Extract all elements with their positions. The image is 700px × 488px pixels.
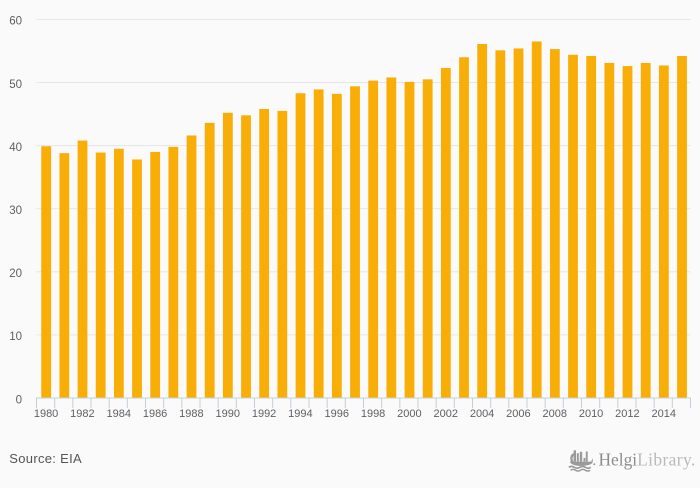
svg-text:2004: 2004: [470, 408, 494, 420]
svg-text:1980: 1980: [34, 408, 58, 420]
svg-text:2014: 2014: [652, 408, 676, 420]
svg-text:1992: 1992: [252, 408, 276, 420]
svg-text:1984: 1984: [107, 408, 131, 420]
svg-text:1988: 1988: [179, 408, 203, 420]
svg-text:50: 50: [9, 79, 22, 91]
svg-text:1996: 1996: [325, 408, 349, 420]
svg-text:1982: 1982: [70, 408, 94, 420]
svg-text:Source: EIA: Source: EIA: [9, 451, 82, 466]
svg-text:1986: 1986: [143, 408, 167, 420]
svg-text:20: 20: [9, 268, 22, 280]
svg-text:10: 10: [9, 331, 22, 343]
svg-text:2000: 2000: [397, 408, 421, 420]
svg-text:1998: 1998: [361, 408, 385, 420]
svg-text:2002: 2002: [434, 408, 458, 420]
svg-text:40: 40: [9, 142, 22, 154]
svg-text:HelgiLibrary.: HelgiLibrary.: [599, 449, 696, 469]
svg-text:2006: 2006: [506, 408, 530, 420]
svg-text:2008: 2008: [543, 408, 567, 420]
svg-text:60: 60: [9, 16, 22, 28]
svg-text:0: 0: [16, 394, 22, 406]
svg-text:1990: 1990: [216, 408, 240, 420]
svg-text:2010: 2010: [579, 408, 603, 420]
svg-text:30: 30: [9, 205, 22, 217]
svg-text:2012: 2012: [615, 408, 639, 420]
svg-text:1994: 1994: [288, 408, 312, 420]
